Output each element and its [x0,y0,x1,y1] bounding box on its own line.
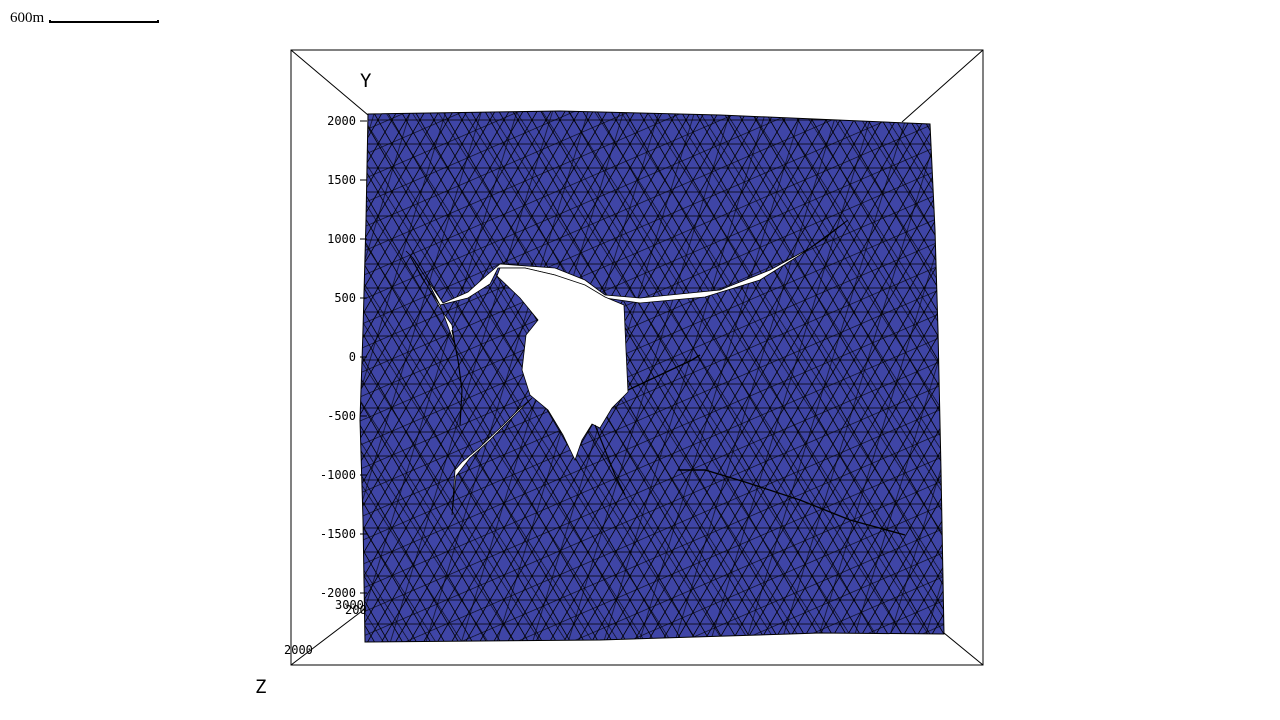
fracture-line [451,329,463,426]
fracture-line [678,469,906,536]
z-tick-label: 200 [345,603,367,617]
mesh-hole [405,219,849,306]
bounding-box [290,49,984,666]
y-tick-label: 0 [349,350,356,364]
bounding-box-edge [290,49,369,116]
y-tick-label: -1000 [320,468,356,482]
z-tick-label: 3000 [335,598,364,612]
bounding-box-edge [290,607,367,666]
y-tick-label: 500 [334,291,356,305]
scale-bar-label: 600m [10,10,45,26]
y-tick-label: 2000 [327,114,356,128]
bounding-box-front-face [290,49,984,666]
bounding-box-edge [943,632,984,666]
fracture-line [594,424,626,496]
z-axis-title: Z [255,676,266,698]
mesh-hole [451,397,533,516]
y-tick-label: 1000 [327,232,356,246]
scale-bar-line [49,20,159,23]
y-axis: Y 2000 1500 1000 500 0 -500 -1000 -1500 -2000 [320,70,372,600]
mesh-surface[interactable] [359,110,945,643]
bounding-box-edge [901,49,984,123]
y-axis-title: Y [360,70,372,92]
y-tick-label: -500 [327,409,356,423]
z-tick-label: 2000 [284,643,313,657]
y-tick-label: -2000 [320,586,356,600]
y-tick-label: 1500 [327,173,356,187]
z-axis: Z 3000 200 2000 [255,598,367,698]
y-tick-label: -1500 [320,527,356,541]
fracture-line [627,354,701,391]
